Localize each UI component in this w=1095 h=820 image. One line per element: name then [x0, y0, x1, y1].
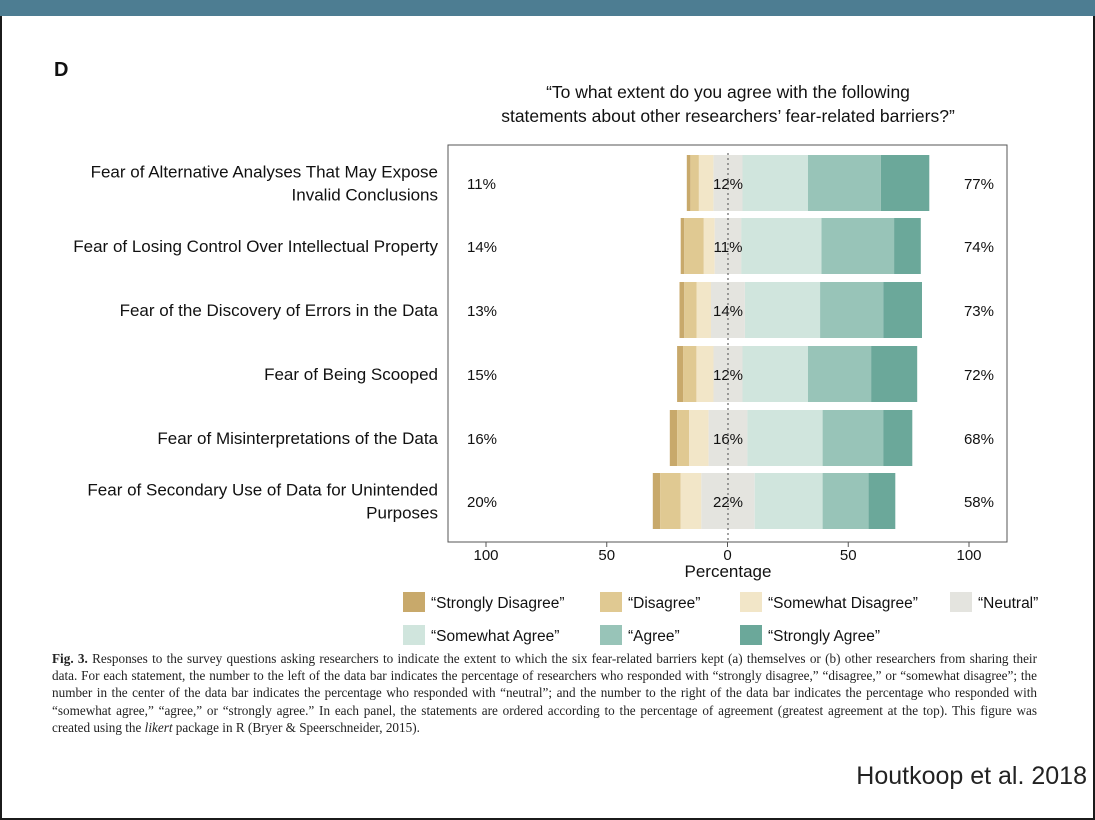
bar-segment: [883, 410, 913, 466]
bar-segment: [754, 473, 823, 529]
bar-segment: [742, 155, 808, 211]
x-tick-label: 0: [723, 547, 731, 564]
row-label: Invalid Conclusions: [292, 186, 438, 205]
bar-segment: [683, 346, 697, 402]
center-value-label: 14%: [713, 303, 743, 320]
legend-swatch: [600, 592, 622, 612]
legend-label: “Strongly Agree”: [768, 628, 880, 645]
caption-italic-word: likert: [144, 719, 173, 735]
bar-segment: [689, 410, 709, 466]
citation: Houtkoop et al. 2018: [856, 762, 1087, 790]
bar-segment: [745, 282, 821, 338]
right-value-label: 58%: [964, 494, 994, 511]
legend-label: “Somewhat Disagree”: [768, 595, 918, 612]
x-tick-label: 50: [840, 547, 857, 564]
left-value-label: 11%: [467, 176, 496, 193]
bar-segment: [684, 218, 704, 274]
left-value-label: 20%: [467, 494, 497, 511]
bar-segment: [679, 282, 685, 338]
right-value-label: 74%: [964, 239, 994, 256]
row-label: Purposes: [366, 504, 438, 523]
bar-segment: [660, 473, 681, 529]
legend-swatch: [403, 625, 425, 645]
center-value-label: 12%: [713, 367, 743, 384]
row-label: Fear of Secondary Use of Data for Uninte…: [87, 481, 438, 500]
bar-segment: [669, 410, 678, 466]
bar-segment: [868, 473, 896, 529]
bar-segment: [703, 218, 715, 274]
bar-segment: [690, 155, 699, 211]
legend-swatch: [600, 625, 622, 645]
figure-caption: Fig. 3. Responses to the survey question…: [52, 650, 1037, 736]
row-label: Fear of Being Scooped: [264, 365, 438, 384]
legend-swatch: [740, 625, 762, 645]
center-value-label: 22%: [713, 494, 743, 511]
legend-swatch: [403, 592, 425, 612]
row-label: Fear of Misinterpretations of the Data: [157, 429, 438, 448]
panel-label: D: [54, 59, 68, 81]
bar-segment: [742, 346, 808, 402]
bar-segment: [808, 346, 871, 402]
bar-segment: [696, 282, 711, 338]
x-tick-label: 50: [598, 547, 615, 564]
bar-segment: [820, 282, 884, 338]
left-value-label: 14%: [467, 239, 497, 256]
right-value-label: 72%: [964, 367, 994, 384]
legend-label: “Somewhat Agree”: [431, 628, 559, 645]
bar-segment: [696, 346, 714, 402]
window-top-bar: [0, 0, 1095, 16]
x-axis-label: Percentage: [685, 562, 772, 581]
bar-segment: [821, 218, 895, 274]
legend-label: “Disagree”: [628, 595, 700, 612]
legend-swatch: [740, 592, 762, 612]
center-value-label: 11%: [714, 239, 743, 256]
row-label: Fear of Alternative Analyses That May Ex…: [91, 163, 438, 182]
left-value-label: 13%: [467, 303, 497, 320]
x-tick-label: 100: [473, 547, 498, 564]
bar-segment: [652, 473, 661, 529]
bar-segment: [677, 410, 690, 466]
bar-segment: [680, 473, 702, 529]
bar-segment: [822, 410, 884, 466]
bar-segment: [894, 218, 921, 274]
bar-segment: [677, 346, 684, 402]
bar-segment: [698, 155, 714, 211]
bar-segment: [883, 282, 922, 338]
bar-segment: [741, 218, 822, 274]
right-value-label: 77%: [964, 176, 994, 193]
legend-swatch: [950, 592, 972, 612]
legend-label: “Agree”: [628, 628, 680, 645]
legend-label: “Strongly Disagree”: [431, 595, 565, 612]
bar-segment: [880, 155, 930, 211]
legend-label: “Neutral”: [978, 595, 1038, 612]
bar-segment: [684, 282, 697, 338]
caption-text-after: package in R (Bryer & Speerschneider, 20…: [172, 719, 420, 735]
right-value-label: 68%: [964, 431, 994, 448]
left-value-label: 15%: [467, 367, 497, 384]
left-value-label: 16%: [467, 431, 497, 448]
bar-segment: [822, 473, 869, 529]
bar-segment: [686, 155, 691, 211]
row-label: Fear of Losing Control Over Intellectual…: [73, 237, 438, 256]
bar-segment: [871, 346, 918, 402]
caption-fig-label: Fig. 3.: [52, 651, 88, 666]
chart-title-line: “To what extent do you agree with the fo…: [546, 82, 910, 102]
right-value-label: 73%: [964, 303, 994, 320]
caption-text-before: Responses to the survey questions asking…: [52, 651, 1037, 735]
bar-segment: [747, 410, 823, 466]
bar-segment: [808, 155, 881, 211]
bar-segment: [680, 218, 685, 274]
x-tick-label: 100: [956, 547, 981, 564]
chart-title-line: statements about other researchers’ fear…: [501, 106, 955, 126]
row-label: Fear of the Discovery of Errors in the D…: [120, 301, 439, 320]
